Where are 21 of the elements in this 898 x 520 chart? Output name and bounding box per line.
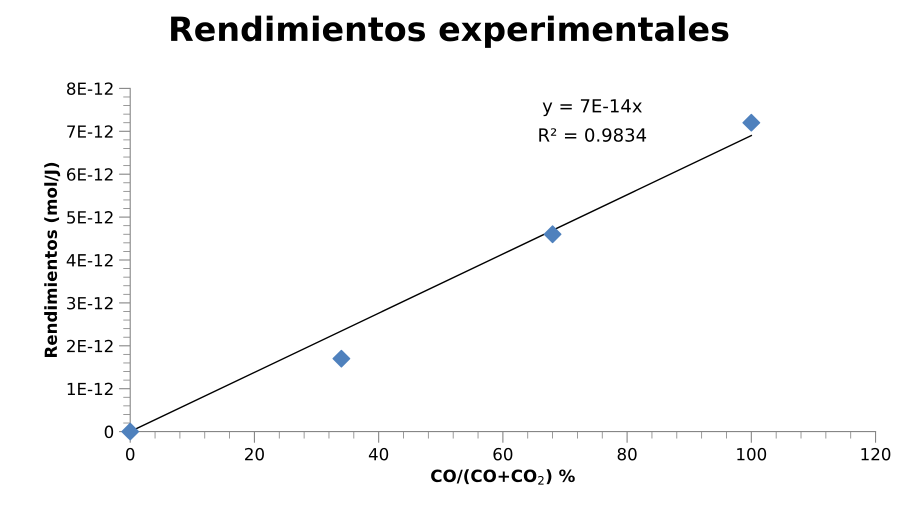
y-tick-label: 8E-12 (67, 82, 113, 95)
x-tick-label: 100 (737, 448, 766, 460)
x-tick-label: 120 (861, 448, 890, 460)
y-tick-label: 5E-12 (67, 211, 113, 224)
y-tick-label: 6E-12 (67, 168, 113, 181)
x-tick-label: 20 (245, 448, 264, 460)
y-tick-label: 4E-12 (66, 254, 113, 266)
y-tick-label: 1E-12 (68, 382, 113, 396)
y-tick-label: 3E-12 (67, 296, 113, 310)
y-axis-title: Rendimientos (mol/J) (44, 162, 60, 358)
x-tick-label: 40 (368, 448, 388, 460)
x-tick-label: 80 (618, 448, 637, 460)
y-tick-label: 2E-12 (67, 340, 113, 352)
annotation: R² = 0.9834 (539, 128, 646, 142)
x-tick-label: 60 (493, 448, 512, 460)
y-tick-label: 0 (104, 426, 114, 438)
chart-title: Rendimientos experimentales (171, 16, 728, 48)
x-axis-title: CO/(CO+CO$_{2}$) % (431, 469, 575, 485)
annotation: y = 7E-14x (542, 99, 642, 116)
y-tick-label: 7E-12 (67, 125, 113, 138)
x-tick-label: 0 (126, 448, 134, 460)
